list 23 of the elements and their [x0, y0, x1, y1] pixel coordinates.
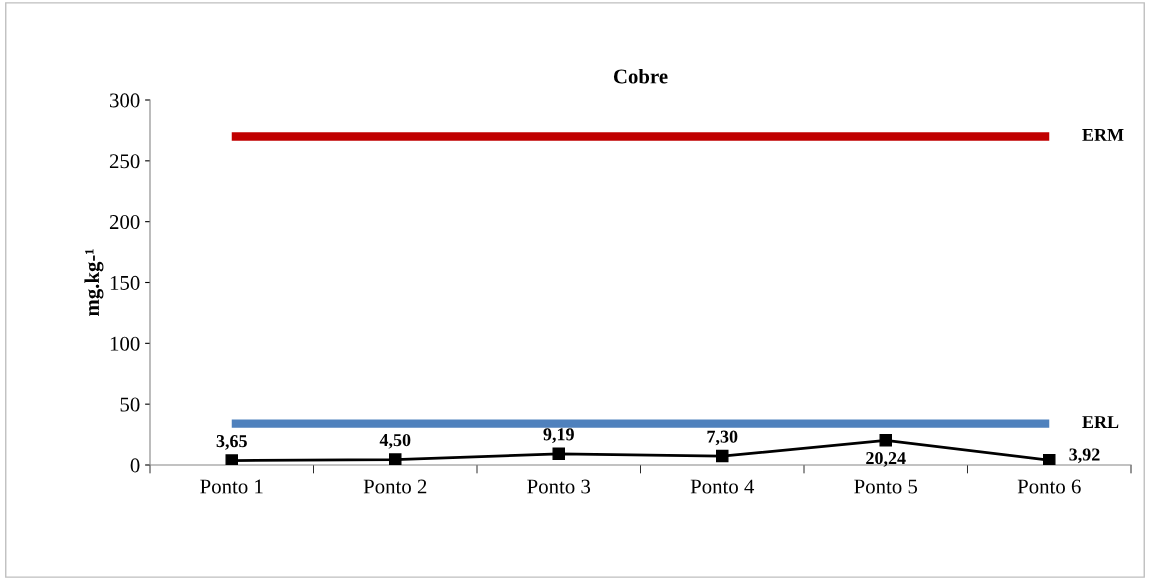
y-tick-label: 50: [120, 397, 140, 412]
data-label: 7,30: [707, 430, 738, 446]
x-tick-label: Ponto 4: [690, 479, 755, 494]
x-tick-label: Ponto 1: [200, 479, 263, 494]
y-axis-title: mg.kg-¹: [84, 249, 104, 317]
data-label: 9,19: [543, 428, 574, 444]
x-tick-label: Ponto 3: [527, 479, 591, 494]
x-tick-label: Ponto 5: [854, 479, 918, 494]
y-tick-label: 200: [109, 215, 140, 230]
data-label: 4,50: [379, 433, 411, 449]
x-tick-label: Ponto 2: [363, 479, 427, 494]
chart-title: Cobre: [613, 68, 668, 84]
y-tick-label: 250: [109, 154, 140, 169]
data-label: 3,65: [216, 435, 247, 450]
ref-line-label: ERM: [1082, 129, 1124, 141]
data-label: 20,24: [866, 452, 906, 467]
y-tick-label: 100: [110, 336, 140, 351]
y-tick-label: 300: [110, 93, 140, 108]
data-label: 3,92: [1069, 448, 1100, 464]
x-tick-label: Ponto 6: [1017, 479, 1081, 494]
ref-line-label: ERL: [1082, 416, 1119, 428]
y-tick-label: 150: [110, 275, 140, 290]
y-tick-label: 0: [130, 458, 140, 473]
